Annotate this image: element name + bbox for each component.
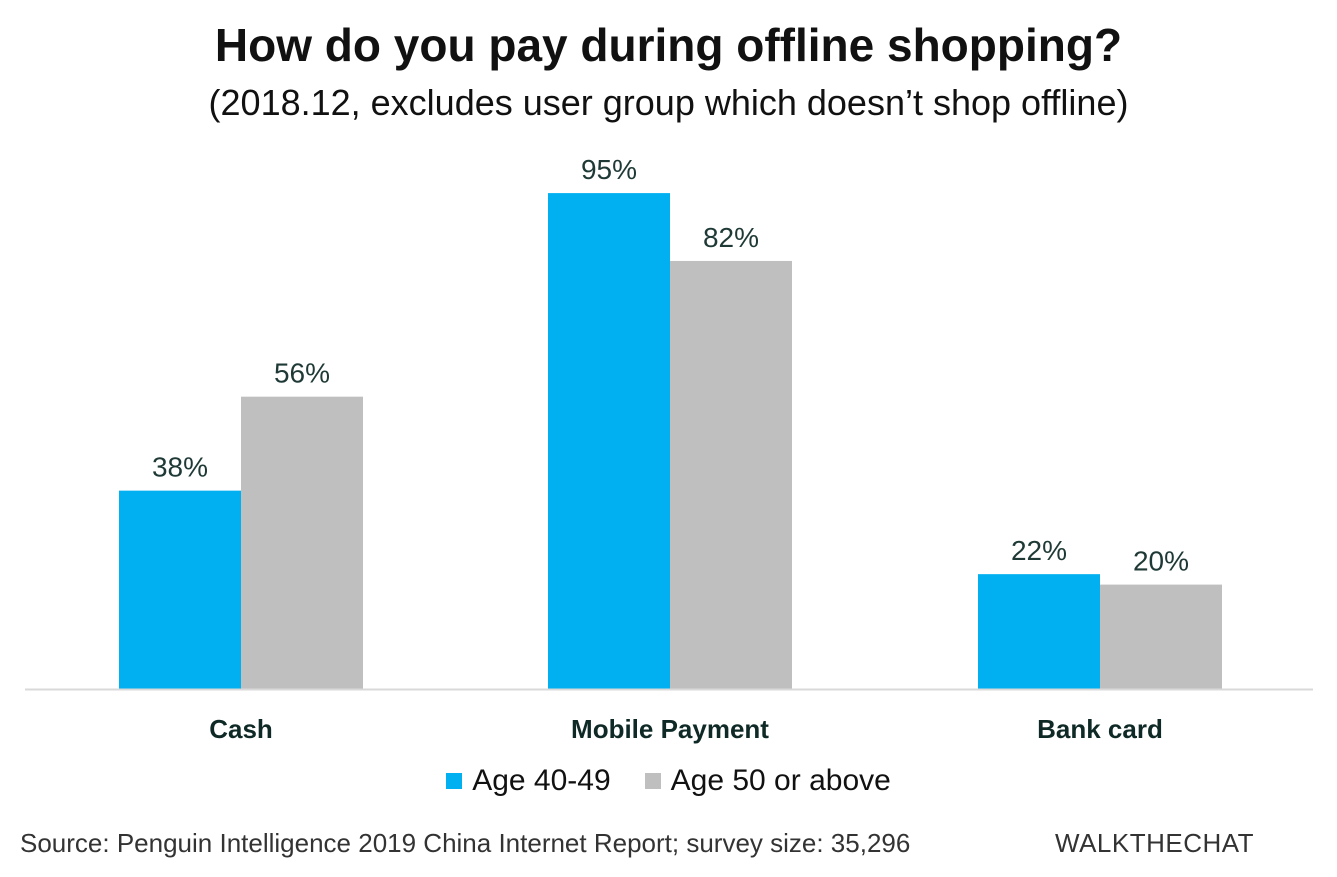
data-label-bank-card-series-2: 20% [1133,546,1189,577]
bar-mobile-payment-series-2 [670,260,792,689]
bar-bank-card-series-2 [1100,584,1222,689]
legend-swatch-series-1 [446,773,463,789]
legend-label-series-2: Age 50 or above [670,764,891,797]
category-label-bank-card: Bank card [1037,714,1163,744]
legend: Age 40-49 Age 50 or above [0,764,1337,798]
legend-label-series-1: Age 40-49 [472,764,611,797]
bar-mobile-payment-series-1 [548,193,670,689]
chart-title: How do you pay during offline shopping? [214,19,1123,71]
chart-subtitle: (2018.12, excludes user group which does… [208,82,1129,123]
data-label-cash-series-1: 38% [152,452,208,483]
category-label-cash: Cash [209,714,273,744]
legend-item-series-2: Age 50 or above [644,764,891,798]
data-label-bank-card-series-1: 22% [1011,535,1067,566]
bar-cash-series-2 [241,396,363,689]
bar-cash-series-1 [119,490,241,689]
data-label-cash-series-2: 56% [274,358,330,389]
brand-logo-text: WALKTHECHAT [1055,828,1255,858]
legend-item-series-1: Age 40-49 [446,764,611,798]
source-note: Source: Penguin Intelligence 2019 China … [20,828,911,858]
data-label-mobile-payment-series-1: 95% [581,154,637,185]
legend-swatch-series-2 [644,773,661,789]
category-label-mobile-payment: Mobile Payment [571,714,769,744]
data-label-mobile-payment-series-2: 82% [703,222,759,253]
bar-bank-card-series-1 [978,574,1100,689]
